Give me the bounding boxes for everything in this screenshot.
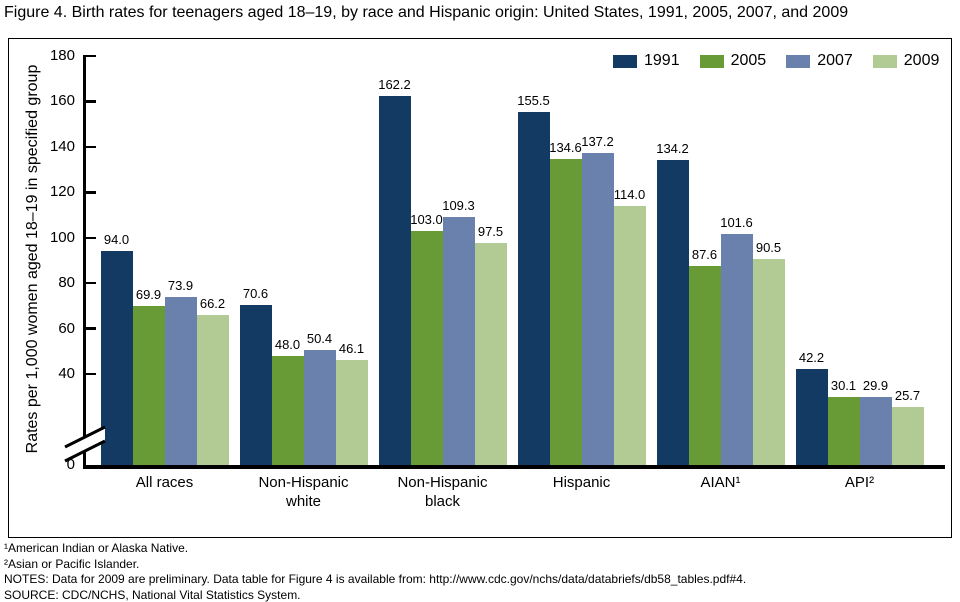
bar-value-label: 101.6 [720, 215, 753, 231]
bar-value-label: 134.2 [656, 141, 689, 157]
bar-value-label: 30.1 [830, 377, 857, 393]
y-tick [83, 372, 96, 376]
footnote-api: ²Asian or Pacific Islander. [4, 556, 140, 571]
y-tick-label: 40 [58, 365, 75, 383]
x-axis [83, 465, 945, 469]
bar-2009-3 [613, 205, 646, 467]
legend-swatch-icon [786, 54, 811, 68]
bar-2009-2 [474, 243, 507, 467]
y-tick [83, 191, 96, 194]
bar-value-label: 29.9 [862, 378, 889, 394]
bar-1991-5 [795, 369, 828, 467]
category-label: AIAN¹ [700, 474, 741, 491]
bar-2009-4 [752, 259, 785, 467]
bar-value-label: 50.4 [306, 331, 333, 347]
y-tick [83, 236, 96, 240]
bar-value-label: 73.9 [167, 278, 194, 294]
bar-2007-2 [442, 216, 475, 467]
category-label: All races [135, 474, 194, 491]
y-axis [83, 56, 86, 465]
legend-item-1991: 1991 [613, 52, 680, 70]
bar-1991-4 [656, 160, 689, 467]
bar-value-label: 46.1 [338, 341, 365, 357]
figure-title: Figure 4. Birth rates for teenagers aged… [4, 4, 849, 21]
bar-2007-4 [720, 234, 753, 467]
bar-1991-3 [517, 111, 550, 467]
y-tick [83, 100, 96, 103]
bar-value-label: 66.2 [199, 295, 226, 311]
bar-value-label: 155.5 [517, 92, 550, 108]
bar-value-label: 109.3 [442, 197, 475, 213]
y-tick-label: 100 [49, 228, 75, 246]
bar-value-label: 25.7 [894, 387, 921, 403]
y-tick-label: 80 [58, 274, 75, 292]
footnote-aian: ¹American Indian or Alaska Native. [4, 541, 189, 555]
bar-1991-0 [100, 251, 133, 467]
legend-item-2005: 2005 [699, 52, 767, 70]
bar-value-label: 97.5 [477, 224, 504, 240]
bar-2005-1 [271, 355, 304, 467]
y-tick-label: 0 [66, 456, 75, 473]
plot-area: 0 40 60 80 100 120 140 160 180 94.0 69.9 73.9 66.2 Al… [9, 39, 951, 537]
y-tick-label: 120 [49, 183, 75, 201]
bar-value-label: 42.2 [798, 350, 825, 366]
legend-swatch-icon [613, 54, 637, 68]
y-tick [83, 145, 96, 149]
footnotes: ¹American Indian or Alaska Native. ²Asia… [4, 541, 746, 602]
bar-2007-0 [164, 297, 197, 467]
bar-2007-3 [581, 153, 614, 467]
bar-2005-3 [549, 159, 582, 467]
bar-value-label: 162.2 [378, 77, 411, 93]
legend-label: 2005 [730, 52, 767, 69]
y-tick-label: 160 [49, 92, 75, 110]
bar-1991-1 [239, 304, 272, 467]
bar-value-label: 94.0 [103, 232, 130, 248]
footnote-source: SOURCE: CDC/NCHS, National Vital Statist… [4, 587, 301, 602]
legend-label: 2007 [817, 52, 853, 69]
bar-2007-5 [859, 397, 892, 467]
category-label: Non-Hispanic black [397, 474, 488, 510]
bar-1991-2 [378, 96, 411, 467]
bar-value-label: 70.6 [242, 285, 269, 301]
y-tick [83, 281, 96, 285]
bar-2005-4 [688, 265, 721, 467]
category-label: Non-Hispanic white [258, 474, 349, 510]
legend-item-2007: 2007 [786, 52, 853, 70]
bar-2007-1 [303, 350, 336, 467]
legend-label: 1991 [644, 52, 680, 69]
bar-value-label: 87.6 [691, 246, 718, 262]
bar-2009-1 [335, 360, 368, 467]
bar-2005-5 [827, 396, 860, 467]
bar-2005-2 [410, 230, 443, 467]
footnote-notes: NOTES: Data for 2009 are preliminary. Da… [4, 572, 747, 586]
y-tick-label: 60 [58, 319, 75, 337]
category-label: API² [844, 474, 875, 491]
legend-label: 2009 [903, 52, 940, 69]
bar-value-label: 137.2 [581, 134, 614, 150]
bar-2009-5 [891, 406, 924, 467]
legend: 1991 2005 2007 2009 [613, 52, 939, 70]
bar-value-label: 69.9 [135, 287, 162, 303]
bar-value-label: 90.5 [755, 240, 782, 256]
legend-item-2009: 2009 [872, 52, 940, 70]
y-tick-label: 140 [49, 137, 75, 155]
y-tick [83, 327, 96, 330]
legend-swatch-icon [699, 54, 724, 68]
y-tick [83, 54, 96, 58]
category-label: Hispanic [552, 474, 611, 491]
bar-value-label: 134.6 [549, 140, 582, 156]
bar-2009-0 [196, 314, 229, 467]
axis-break-icon [64, 425, 106, 463]
legend-swatch-icon [872, 54, 897, 68]
bar-value-label: 103.0 [410, 211, 443, 227]
chart-area: Rates per 1,000 women aged 18–19 in spec… [8, 38, 952, 538]
bar-value-label: 48.0 [274, 336, 301, 352]
bar-2005-0 [132, 306, 165, 467]
y-tick-label: 180 [49, 47, 75, 64]
bar-value-label: 114.0 [613, 186, 646, 202]
